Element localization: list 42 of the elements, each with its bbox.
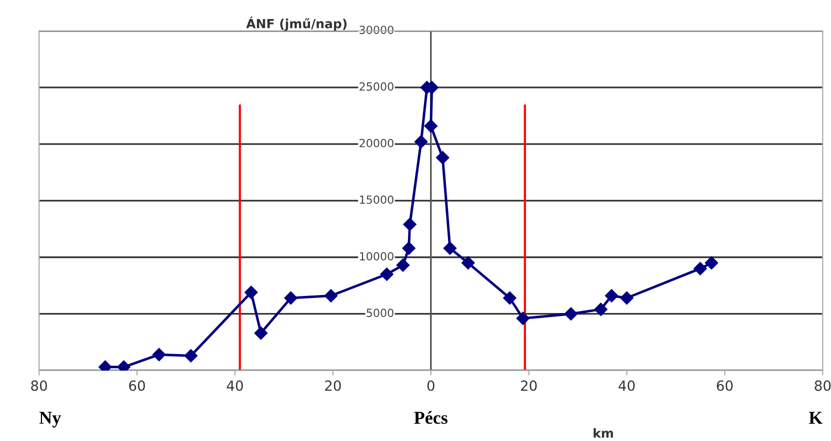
text: Ny — [39, 412, 61, 428]
point — [424, 119, 438, 133]
x-tick-label: 0 — [427, 380, 434, 391]
x-tick-label: 20 — [521, 380, 537, 391]
point — [564, 307, 578, 320]
point — [462, 256, 475, 270]
x-tick-label: 20 — [325, 380, 341, 391]
point — [402, 242, 416, 255]
y-tick-label: 10000 — [360, 252, 394, 260]
point — [620, 291, 634, 305]
y-tick-label: 20000 — [360, 138, 394, 148]
x-tick-label: 60 — [716, 380, 733, 391]
x-tick-label: 80 — [814, 380, 831, 391]
point — [324, 289, 338, 302]
x-tick-label: 80 — [31, 380, 47, 391]
y-tick-label: 15000 — [360, 195, 394, 204]
text: K — [808, 412, 823, 424]
y-axis-title: ÁNF (jmű/nap) — [246, 16, 347, 31]
point — [516, 312, 530, 325]
point — [380, 268, 394, 281]
point — [704, 256, 718, 270]
y-tick-label: 25000 — [360, 82, 394, 91]
point — [414, 135, 428, 148]
point — [694, 262, 707, 276]
point — [443, 242, 457, 255]
point — [605, 289, 618, 302]
point — [254, 326, 268, 340]
point — [284, 291, 298, 305]
point — [594, 302, 608, 316]
point — [403, 218, 416, 232]
point — [503, 291, 516, 305]
text: Pécs — [414, 411, 448, 424]
point — [436, 151, 450, 164]
point — [184, 349, 198, 362]
point — [244, 286, 258, 299]
y-tick-label: 5000 — [366, 308, 394, 318]
x-axis-title: km — [594, 428, 613, 438]
point — [152, 348, 166, 362]
x-tick-label: 60 — [129, 380, 145, 391]
point — [396, 258, 410, 272]
x-tick-label: 40 — [226, 380, 243, 391]
x-tick-label: 40 — [618, 380, 635, 391]
